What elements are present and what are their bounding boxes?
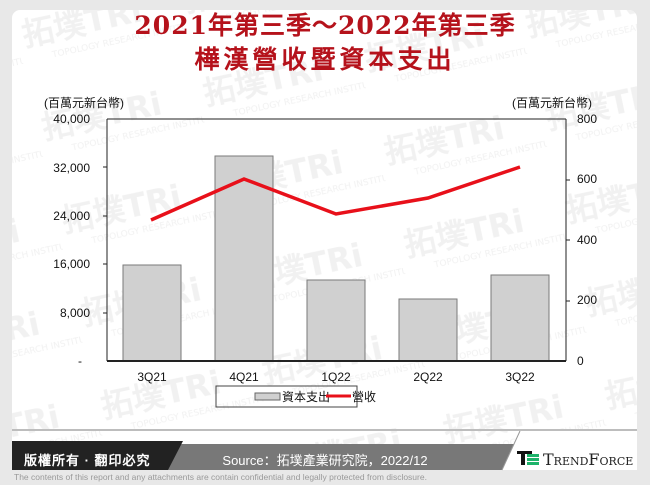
bar-3Q22 xyxy=(490,274,550,362)
plot-frame xyxy=(103,118,570,362)
bar-4Q21 xyxy=(214,155,274,362)
x-tick: 2Q22 xyxy=(413,370,443,384)
left-tick: 40,000 xyxy=(53,112,90,126)
brand-name: TrendForce xyxy=(543,450,634,469)
trendforce-logo-icon xyxy=(517,451,539,465)
x-tick: 1Q22 xyxy=(321,370,351,384)
chart-title-line1: 2021年第三季～2022年第三季 xyxy=(134,11,516,40)
x-tick: 3Q22 xyxy=(505,370,535,384)
left-tick: 16,000 xyxy=(53,257,90,271)
bar-2Q22 xyxy=(398,298,458,362)
left-tick: 8,000 xyxy=(60,306,90,320)
copyright-label: 版權所有 · 翻印必究 xyxy=(24,453,151,468)
bar-series-capex xyxy=(122,155,550,362)
right-tick: 600 xyxy=(577,172,597,186)
right-tick: 800 xyxy=(577,112,597,126)
right-axis-unit: (百萬元新台幣) xyxy=(512,96,592,110)
right-tick: 0 xyxy=(577,354,584,368)
footer-bar xyxy=(12,429,637,471)
left-tick: 32,000 xyxy=(53,161,90,175)
disclaimer: The contents of this report and any atta… xyxy=(14,472,427,482)
legend-bar-label: 資本支出 xyxy=(282,390,330,404)
legend: 資本支出 營收 xyxy=(215,385,376,408)
left-axis: 40,000 32,000 24,000 16,000 8,000 - xyxy=(53,112,90,368)
x-axis: 3Q21 4Q21 1Q22 2Q22 3Q22 xyxy=(137,370,535,384)
right-axis: 800 600 400 200 0 xyxy=(577,112,597,368)
left-axis-unit: (百萬元新台幣) xyxy=(44,96,124,110)
left-tick: 24,000 xyxy=(53,209,90,223)
source-label: Source：拓墣產業研究院，2022/12 xyxy=(222,453,428,468)
legend-bar-swatch xyxy=(254,392,281,401)
chart-title-line2: 樺漢營收暨資本支出 xyxy=(194,45,456,74)
legend-line-label: 營收 xyxy=(352,390,376,404)
x-tick: 4Q21 xyxy=(229,370,259,384)
bar-3Q21 xyxy=(122,264,182,362)
right-tick: 200 xyxy=(577,293,597,307)
left-tick: - xyxy=(78,354,82,368)
x-tick: 3Q21 xyxy=(137,370,167,384)
line-series-revenue xyxy=(150,165,521,222)
right-tick: 400 xyxy=(577,233,597,247)
bar-1Q22 xyxy=(306,279,366,362)
